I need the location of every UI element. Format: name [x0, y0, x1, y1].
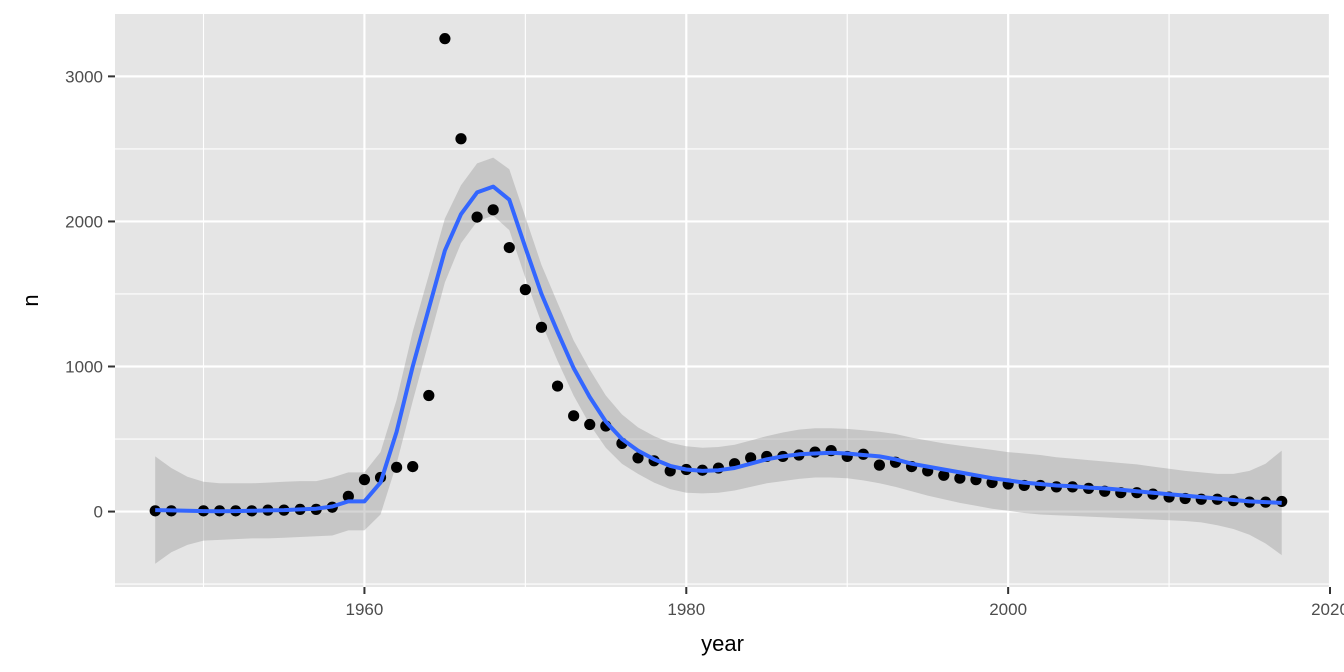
data-point: [745, 452, 757, 464]
data-point: [439, 33, 451, 45]
y-tick-label: 0: [94, 503, 103, 522]
data-point: [423, 389, 435, 402]
data-point: [503, 241, 515, 254]
data-point: [632, 452, 644, 464]
x-tick-label: 2000: [989, 600, 1027, 619]
confidence-ribbon: [155, 157, 1282, 564]
data-point: [519, 284, 531, 296]
data-point: [391, 461, 403, 473]
data-point: [551, 380, 564, 392]
data-point: [938, 469, 950, 481]
data-point: [584, 418, 596, 431]
y-tick-label: 3000: [65, 67, 103, 86]
smooth-line: [155, 184, 1282, 514]
x-tick-label: 1980: [667, 600, 705, 619]
data-point: [873, 459, 886, 471]
y-axis-ticks: 0 1000 2000 3000: [65, 67, 115, 522]
data-point: [535, 321, 548, 333]
data-point: [358, 474, 371, 486]
x-axis-title: year: [701, 631, 744, 656]
y-tick-label: 1000: [65, 358, 103, 377]
x-tick-label: 1960: [346, 600, 384, 619]
data-point: [455, 133, 467, 145]
y-tick-label: 2000: [65, 212, 103, 231]
data-point: [342, 490, 354, 502]
data-point: [487, 204, 499, 216]
y-axis-title: n: [18, 294, 43, 306]
data-point: [471, 211, 483, 223]
data-point: [568, 410, 580, 422]
data-point: [954, 472, 966, 484]
data-point: [407, 460, 419, 473]
